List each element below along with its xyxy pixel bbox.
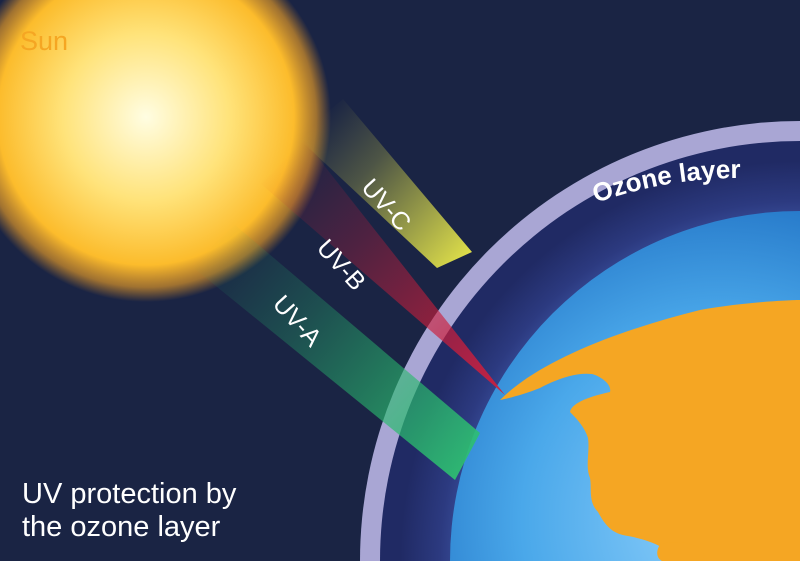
uv-b-beam (261, 140, 505, 395)
sun (0, 0, 331, 302)
caption: UV protection by the ozone layer (22, 478, 236, 544)
uv-beams (190, 99, 505, 480)
caption-line-1: UV protection by (22, 478, 237, 510)
uv-c-beam (297, 99, 472, 268)
caption-line-2: the ozone layer (22, 511, 221, 543)
sun-label: Sun (20, 26, 69, 56)
continent-land (500, 300, 800, 561)
uv-a-beam (190, 225, 480, 480)
